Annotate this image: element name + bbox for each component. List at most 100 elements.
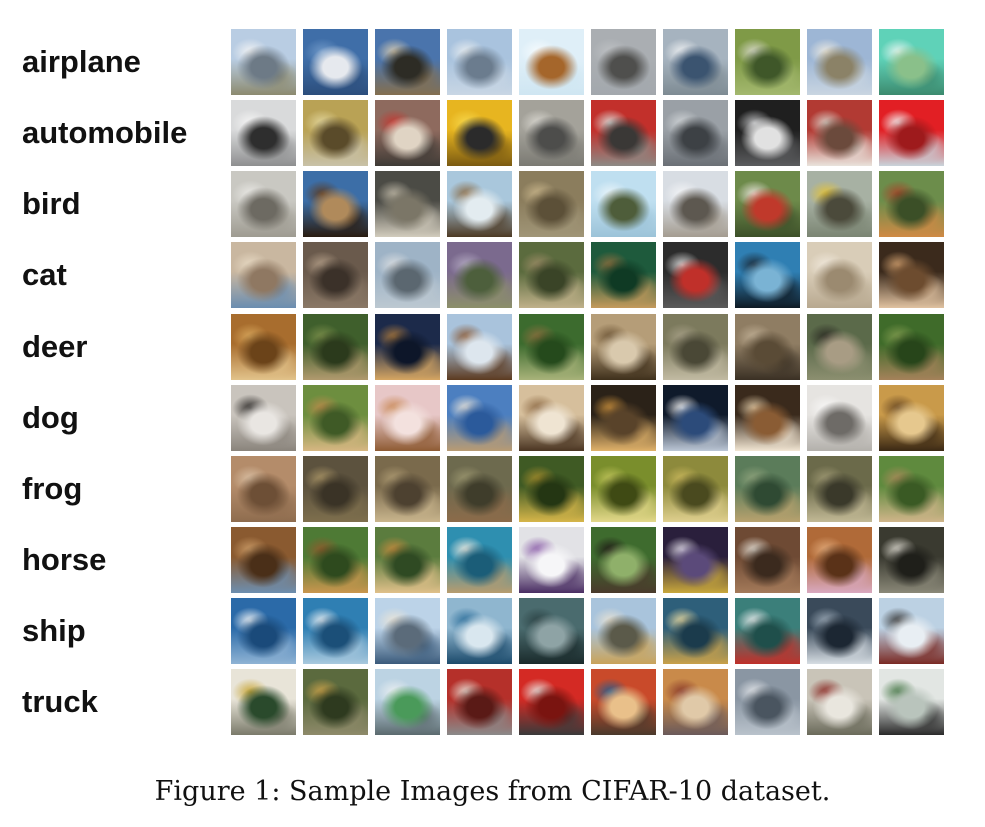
sample-image-deer-green-forest	[519, 314, 584, 380]
class-label: frog	[22, 471, 83, 506]
sample-image-red-convertible	[591, 100, 656, 166]
sample-image-strip	[231, 100, 951, 166]
sample-image-propeller-airliner	[447, 29, 512, 95]
sample-image-cat-face-light	[807, 242, 872, 308]
sample-image-frog-on-moss	[735, 456, 800, 522]
sample-image-ostrich-on-ground	[303, 171, 368, 237]
sample-image-elk-dark	[807, 314, 872, 380]
sample-image-white-car-front	[231, 100, 296, 166]
sample-image-cruise-ship	[375, 598, 440, 664]
sample-image-ostrich-head	[663, 171, 728, 237]
sample-image-bird-in-cage	[375, 171, 440, 237]
sample-image-dog-lying-pink	[375, 385, 440, 451]
class-label: automobile	[22, 115, 188, 150]
sample-image-cat-in-foliage	[519, 242, 584, 308]
sample-image-strip	[231, 314, 951, 380]
sample-image-warship	[807, 598, 872, 664]
sample-image-fighter-jet-in-haze	[519, 29, 584, 95]
sample-image-strip	[231, 29, 951, 95]
sample-image-rider-on-dirt	[231, 527, 296, 593]
sample-image-strip	[231, 598, 951, 664]
sample-image-truck-trailer	[231, 669, 296, 735]
sample-image-yellow-taxi	[303, 100, 368, 166]
sample-image-strip	[231, 669, 951, 735]
sample-image-container-ship	[879, 598, 944, 664]
sample-image-airliner-taking-off	[663, 29, 728, 95]
sample-image-horse-galloping	[303, 527, 368, 593]
sample-image-white-horse-statue	[447, 527, 512, 593]
sample-image-cat-lying-dark	[879, 242, 944, 308]
sample-image-grey-hatchback	[663, 100, 728, 166]
sample-image-bird-on-wire	[591, 171, 656, 237]
class-row-automobile: automobile	[0, 100, 985, 166]
sample-image-red-truck	[447, 669, 512, 735]
sample-image-dog-in-grass	[303, 385, 368, 451]
class-row-deer: deer	[0, 314, 985, 380]
class-row-horse: horse	[0, 527, 985, 593]
sample-image-white-bird-closeup	[231, 171, 296, 237]
sample-image-deer-in-leaves	[879, 314, 944, 380]
sample-image-dark-horse-grazing	[591, 527, 656, 593]
sample-image-toad-closeup	[375, 456, 440, 522]
sample-image-grey-cat-on-blue	[375, 242, 440, 308]
sample-image-rooster	[735, 171, 800, 237]
sample-image-warplane-on-tarmac	[375, 29, 440, 95]
sample-image-tanker-rural	[807, 669, 872, 735]
sample-image-ferry	[591, 598, 656, 664]
sample-image-deer-autumn-woods	[231, 314, 296, 380]
sample-image-silver-car-dark-bg	[735, 100, 800, 166]
sample-image-white-semi-truck	[879, 669, 944, 735]
sample-image-german-shepherd	[879, 385, 944, 451]
sample-image-dump-truck-grey	[735, 669, 800, 735]
class-row-dog: dog	[0, 385, 985, 451]
sample-image-airplane-on-runway	[231, 29, 296, 95]
sample-image-red-fire-truck	[519, 669, 584, 735]
class-label: bird	[22, 186, 81, 221]
sample-image-yellow-boat	[663, 598, 728, 664]
class-label: cat	[22, 257, 67, 292]
sample-image-black-cat-with-toy	[663, 242, 728, 308]
sample-image-green-frog	[591, 456, 656, 522]
sample-image-strip	[231, 242, 951, 308]
sample-image-purple-horse	[519, 527, 584, 593]
sample-image-dog-wearing-hat	[735, 385, 800, 451]
sample-image-deer-standing	[663, 314, 728, 380]
sample-image-small-frog-ground	[303, 456, 368, 522]
class-label: deer	[22, 329, 88, 364]
sample-image-spotted-puppy	[231, 385, 296, 451]
sample-image-cat-in-purple-light	[447, 242, 512, 308]
sample-image-speedboat	[303, 598, 368, 664]
sample-image-frog-on-sand	[231, 456, 296, 522]
sample-image-jet-over-field	[735, 29, 800, 95]
class-label: dog	[22, 400, 79, 435]
sample-image-white-tanker-truck	[375, 669, 440, 735]
sample-image-strip	[231, 527, 951, 593]
sample-image-white-yacht	[231, 598, 296, 664]
sample-image-cargo-ship-bow	[519, 598, 584, 664]
sample-image-white-puppy-blue	[447, 385, 512, 451]
class-row-bird: bird	[0, 171, 985, 237]
sample-image-truck-on-road	[591, 669, 656, 735]
class-label: ship	[22, 613, 86, 648]
sample-image-spaniel-black-tan	[591, 385, 656, 451]
class-row-frog: frog	[0, 456, 985, 522]
sample-image-bird-on-branch	[447, 171, 512, 237]
sample-image-deer-in-meadow	[303, 314, 368, 380]
sample-image-horse-dark-purple	[663, 527, 728, 593]
sample-image-tabby-cat-sitting	[303, 242, 368, 308]
sample-image-jet-in-blue-sky	[303, 29, 368, 95]
sample-image-camouflaged-frog	[807, 456, 872, 522]
sample-image-ginger-cat-face	[231, 242, 296, 308]
class-row-cat: cat	[0, 242, 985, 308]
sample-image-rider-white-horse	[735, 527, 800, 593]
sample-image-pekingese-face	[519, 385, 584, 451]
sample-image-sparrow-in-grass	[519, 171, 584, 237]
sample-image-frog-yellow-green	[663, 456, 728, 522]
sample-image-speedboat-water	[735, 598, 800, 664]
class-label: airplane	[22, 44, 141, 79]
class-label: truck	[22, 684, 98, 719]
sample-image-frog-green-bg	[879, 456, 944, 522]
sample-image-hen-on-grass	[879, 171, 944, 237]
sample-image-red-coupe	[879, 100, 944, 166]
